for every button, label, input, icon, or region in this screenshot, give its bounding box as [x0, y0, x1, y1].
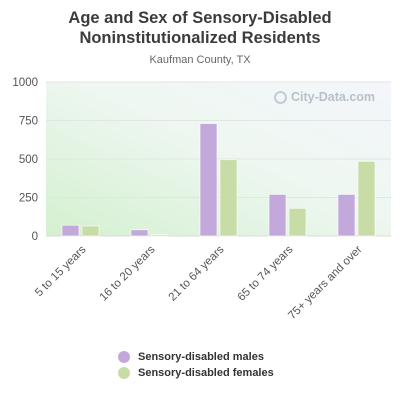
watermark: City-Data.com: [274, 90, 375, 104]
y-axis-ticks: 0 250 500 750 1000: [12, 77, 38, 243]
y-tick-label: 1000: [12, 77, 38, 89]
bar-males: [61, 224, 80, 237]
grid-lines: [46, 81, 391, 237]
x-tick-label: 16 to 20 years: [98, 243, 158, 303]
bar-males: [199, 123, 218, 237]
x-tick-label: 65 to 74 years: [236, 243, 296, 303]
legend: Sensory-disabled males Sensory-disabled …: [118, 349, 274, 381]
legend-item-males: Sensory-disabled males: [118, 349, 274, 365]
city-data-logo-icon: [274, 90, 287, 104]
bar-females: [81, 225, 100, 237]
bar-females: [150, 234, 169, 237]
legend-label-females: Sensory-disabled females: [138, 367, 274, 379]
legend-swatch-females: [118, 367, 130, 379]
legend-swatch-males: [118, 351, 130, 363]
bar-females: [219, 159, 238, 237]
bar-males: [130, 229, 149, 237]
bar-females: [357, 161, 376, 237]
bar-females: [288, 207, 307, 237]
bar-males: [337, 194, 356, 237]
y-tick-label: 500: [19, 154, 38, 166]
bars: [61, 123, 376, 237]
x-tick-label: 75+ years and over: [286, 244, 364, 322]
y-tick-label: 750: [19, 116, 38, 128]
x-tick-label: 21 to 64 years: [167, 243, 227, 303]
y-tick-label: 0: [32, 231, 38, 243]
legend-item-females: Sensory-disabled females: [118, 365, 274, 381]
watermark-text: City-Data.com: [291, 90, 376, 104]
x-axis-ticks: 5 to 15 years 16 to 20 years 21 to 64 year…: [33, 243, 365, 322]
legend-label-males: Sensory-disabled males: [138, 351, 264, 363]
y-tick-label: 250: [19, 193, 38, 205]
chart-subtitle: Kaufman County, TX: [149, 54, 251, 66]
chart-title: Age and Sex of Sensory-Disabled Noninsti…: [68, 9, 332, 47]
bar-males: [268, 194, 287, 237]
x-tick-label: 5 to 15 years: [33, 243, 89, 299]
